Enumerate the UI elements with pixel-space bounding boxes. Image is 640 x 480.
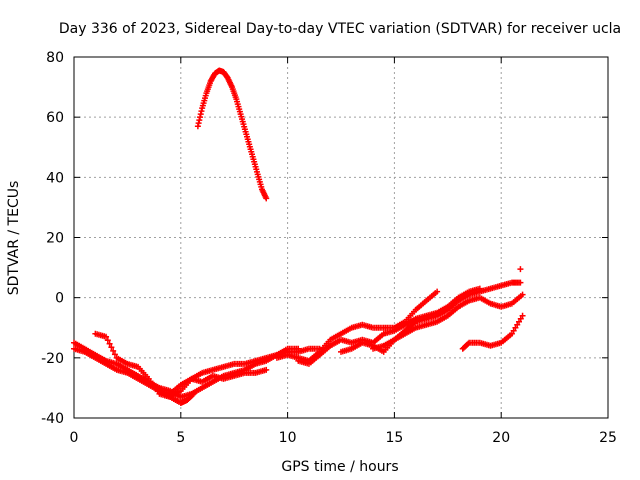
data-point [108, 344, 115, 351]
x-tick-label: 10 [279, 430, 297, 446]
y-tick-label: 60 [46, 110, 64, 126]
y-tick-label: -40 [41, 411, 64, 427]
data-point [263, 366, 270, 373]
grid-lines [74, 57, 608, 418]
y-axis-ticks: -40 -20 0 20 40 60 80 [41, 50, 608, 427]
series-isolated [517, 266, 524, 273]
x-tick-label: 20 [492, 430, 510, 446]
x-tick-label: 15 [385, 430, 403, 446]
series-satellite-arc-peak [194, 67, 270, 202]
data-point [110, 347, 117, 354]
y-axis-label: SDTVAR / TECUs [6, 181, 22, 296]
data-point [519, 312, 526, 319]
data-point [508, 330, 515, 337]
data-points [71, 67, 526, 406]
chart-title: Day 336 of 2023, Sidereal Day-to-day VTE… [59, 21, 621, 37]
data-point [517, 266, 524, 273]
data-point [514, 321, 521, 328]
series-arc-h [370, 291, 526, 352]
data-point [106, 340, 113, 347]
x-tick-label: 25 [599, 430, 617, 446]
data-point [517, 279, 524, 286]
x-axis-label: GPS time / hours [281, 459, 398, 475]
data-point [517, 315, 524, 322]
y-tick-label: 0 [55, 291, 64, 307]
data-point [434, 288, 441, 295]
data-point [263, 195, 270, 202]
data-point [190, 390, 197, 397]
y-tick-label: 80 [46, 50, 64, 66]
data-point [104, 337, 111, 344]
data-point [111, 351, 118, 358]
data-point [512, 324, 519, 331]
x-axis-ticks: 0 5 10 15 20 25 [70, 57, 617, 446]
data-point [103, 333, 110, 340]
x-tick-label: 0 [70, 430, 79, 446]
data-point [519, 291, 526, 298]
data-point [510, 327, 517, 334]
data-point [516, 318, 522, 325]
x-tick-label: 5 [176, 430, 185, 446]
series-arc-i [459, 312, 526, 352]
y-tick-label: 20 [46, 231, 64, 247]
y-tick-label: 40 [46, 170, 64, 186]
data-point [465, 340, 472, 347]
y-tick-label: -20 [41, 351, 64, 367]
data-point [189, 391, 196, 398]
